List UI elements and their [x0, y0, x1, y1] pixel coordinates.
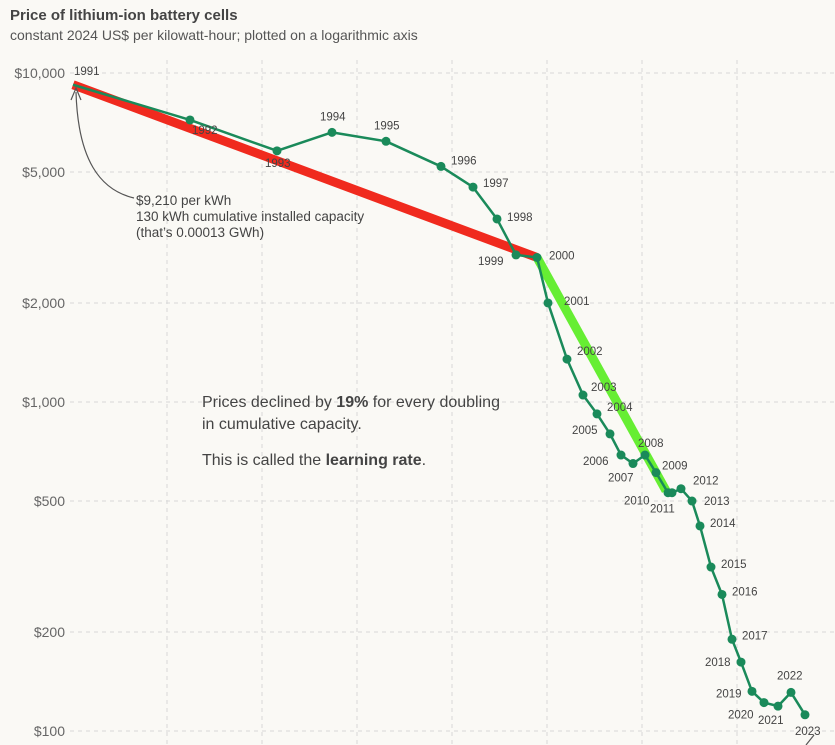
data-point-2007 [628, 459, 638, 469]
year-label-2017: 2017 [742, 630, 768, 642]
year-label-2007: 2007 [608, 473, 634, 485]
year-label-1993: 1993 [265, 158, 291, 170]
chart-title: Price of lithium-ion battery cells [10, 7, 238, 24]
year-label-2011: 2011 [650, 504, 675, 516]
year-label-1997: 1997 [483, 178, 509, 190]
year-label-1991: 1991 [74, 66, 100, 78]
annotation-line-2: 130 kWh cumulative installed capacity [136, 209, 364, 224]
year-label-2012: 2012 [693, 476, 719, 488]
data-point-1992 [185, 115, 195, 125]
offscreen-arrow-icon [805, 734, 815, 745]
year-label-2023: 2023 [795, 726, 821, 738]
annotation-arrowhead [70, 86, 82, 101]
note-percent: 19% [336, 394, 369, 411]
y-tick-label: $10,000 [14, 65, 65, 81]
data-point-2018 [736, 657, 746, 667]
series-layer [72, 83, 810, 720]
grid-layer: $10,000 $5,000 $2,000 $1,000 $500 $200 $100 [14, 60, 835, 745]
year-label-2016: 2016 [732, 586, 758, 598]
year-label-2020: 2020 [728, 710, 754, 722]
annotation-line-3: (that’s 0.00013 GWh) [136, 225, 264, 240]
annotation-line-1: $9,210 per kWh [136, 193, 231, 208]
data-point-2002 [562, 354, 572, 364]
data-point-2022 [786, 687, 796, 697]
label-layer: 1991 1992 1993 1994 1995 1996 1997 1998 1999 2000… [74, 66, 821, 738]
data-point-1995 [381, 136, 391, 146]
chart-subtitle: constant 2024 US$ per kilowatt-hour; plo… [10, 27, 418, 43]
data-point-1996 [436, 161, 446, 171]
data-point-2019 [747, 686, 757, 696]
red-fit-line [71, 80, 539, 262]
note-line-3: This is called the learning rate. [202, 452, 427, 469]
year-label-2005: 2005 [572, 425, 598, 437]
year-label-1996: 1996 [451, 155, 477, 167]
year-label-1998: 1998 [507, 212, 533, 224]
year-label-2000: 2000 [549, 250, 575, 262]
year-label-1994: 1994 [320, 111, 346, 123]
y-tick-label: $1,000 [22, 394, 65, 410]
year-label-2003: 2003 [591, 382, 617, 394]
data-point-2012 [676, 484, 686, 494]
year-label-2018: 2018 [705, 657, 731, 669]
year-label-2008: 2008 [638, 438, 664, 450]
year-label-2009: 2009 [662, 461, 688, 473]
data-point-2009 [651, 468, 661, 478]
data-point-2020 [759, 698, 769, 708]
year-label-1995: 1995 [374, 120, 400, 132]
year-label-2022: 2022 [777, 670, 803, 682]
data-point-2008 [640, 450, 650, 460]
data-point-2015 [706, 562, 716, 572]
data-point-2014 [695, 521, 705, 531]
data-point-2000 [532, 252, 542, 262]
year-label-2014: 2014 [710, 518, 736, 530]
year-label-1999: 1999 [478, 256, 504, 268]
data-point-1999 [511, 250, 521, 260]
year-label-2002: 2002 [577, 346, 603, 358]
year-label-2021: 2021 [758, 715, 784, 727]
year-label-2010: 2010 [624, 496, 650, 508]
year-label-2001: 2001 [564, 296, 590, 308]
y-tick-label: $5,000 [22, 164, 65, 180]
data-point-1994 [327, 127, 337, 137]
year-label-2015: 2015 [721, 559, 747, 571]
data-point-2017 [727, 634, 737, 644]
data-point-2004 [592, 409, 602, 419]
data-point-2006 [616, 450, 626, 460]
data-point-2013 [687, 496, 697, 506]
y-tick-label: $2,000 [22, 295, 65, 311]
data-point-2023 [800, 710, 810, 720]
data-point-2003 [578, 390, 588, 400]
note-line-2: in cumulative capacity. [202, 416, 362, 433]
year-label-2013: 2013 [704, 496, 730, 508]
data-point-1993 [272, 146, 282, 156]
data-point-1998 [492, 214, 502, 224]
year-label-2006: 2006 [583, 456, 609, 468]
annotation-arrow [75, 91, 135, 199]
data-point-2001 [543, 298, 553, 308]
year-label-1992: 1992 [192, 125, 218, 137]
note-learning-rate: learning rate [325, 452, 422, 469]
year-label-2004: 2004 [607, 402, 633, 414]
data-point-1997 [468, 182, 478, 192]
y-tick-label: $500 [34, 493, 65, 509]
y-tick-label: $100 [34, 723, 65, 739]
learning-rate-note: Prices declined by 19% for every doublin… [202, 392, 562, 472]
y-tick-label: $200 [34, 624, 65, 640]
data-point-2005 [605, 429, 615, 439]
note-line-1: Prices declined by 19% for every doublin… [202, 394, 500, 411]
data-point-2011 [667, 488, 677, 498]
data-point-2016 [717, 589, 727, 599]
year-label-2019: 2019 [716, 688, 742, 700]
data-point-2021 [773, 701, 783, 711]
